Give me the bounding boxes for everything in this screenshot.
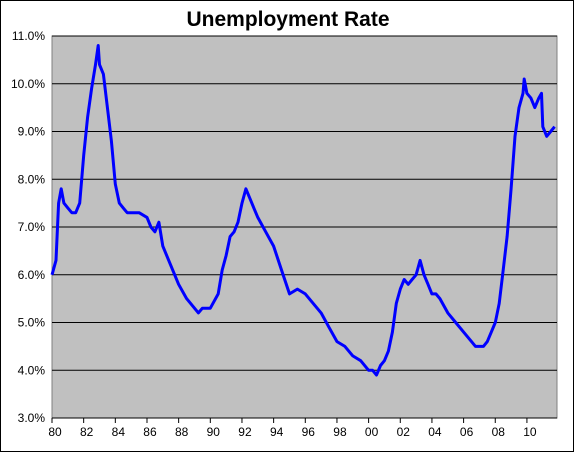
y-tick-label: 11.0%: [12, 29, 45, 43]
x-tick-label: 86: [143, 425, 157, 439]
y-tick-label: 10.0%: [11, 77, 45, 91]
chart-title: Unemployment Rate: [186, 8, 390, 31]
unemployment-rate-line: [50, 44, 556, 377]
y-tick-label: 8.0%: [18, 172, 46, 186]
x-tick-label: 90: [207, 425, 221, 439]
x-tick-label: 02: [397, 425, 411, 439]
x-tick-label: 84: [112, 425, 126, 439]
y-tick-label: 7.0%: [18, 220, 46, 234]
x-tick-label: 96: [302, 425, 316, 439]
x-tick-label: 88: [175, 425, 189, 439]
y-axis-labels: 3.0% 4.0% 5.0% 6.0% 7.0% 8.0% 9.0% 10.0% 11.0%: [11, 29, 45, 425]
x-tick-label: 08: [492, 425, 506, 439]
x-tick-label: 98: [333, 425, 347, 439]
x-tick-label: 80: [48, 425, 62, 439]
gridlines: [52, 35, 557, 371]
y-tick-label: 6.0%: [18, 268, 46, 282]
x-tick-label: 94: [270, 425, 284, 439]
x-tick-label: 92: [238, 425, 252, 439]
x-tick-label: 06: [460, 425, 474, 439]
y-tick-label: 9.0%: [18, 125, 46, 139]
x-tick-label: 82: [80, 425, 94, 439]
x-tick-label: 00: [365, 425, 379, 439]
y-tick-label: 3.0%: [18, 411, 46, 425]
x-tick-label: 04: [428, 425, 442, 439]
x-tick-label: 10: [523, 425, 537, 439]
x-axis-labels: 80 82 84 86 88 90 92 94 96 98 00 02 04 06 08 10: [48, 425, 537, 439]
x-axis: [51, 417, 557, 423]
y-tick-label: 4.0%: [18, 363, 46, 377]
y-tick-label: 5.0%: [18, 316, 46, 330]
